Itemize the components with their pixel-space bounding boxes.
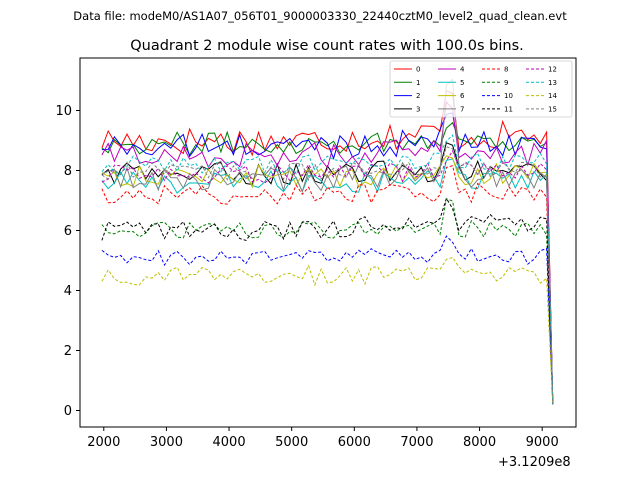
series-line-1 — [101, 121, 554, 405]
y-tick-label: 6 — [64, 224, 72, 239]
legend-label-0: 0 — [416, 66, 420, 74]
legend-label-7: 7 — [460, 105, 464, 113]
series-line-7 — [101, 78, 554, 405]
legend-label-5: 5 — [460, 79, 464, 87]
legend-label-13: 13 — [548, 79, 557, 87]
series-line-10 — [101, 235, 554, 405]
legend-label-11: 11 — [504, 105, 513, 113]
legend-label-6: 6 — [460, 92, 465, 100]
y-tick-label: 4 — [64, 284, 72, 299]
series-line-8 — [101, 165, 554, 405]
x-tick-label: 5000 — [275, 435, 308, 450]
legend-label-1: 1 — [416, 79, 420, 87]
y-tick-label: 2 — [64, 344, 72, 359]
x-tick-label: 2000 — [87, 435, 120, 450]
series-line-4 — [101, 100, 554, 405]
x-tick-label: 9000 — [526, 435, 559, 450]
series-line-13 — [101, 134, 554, 405]
legend-label-4: 4 — [460, 66, 465, 74]
x-tick-label: 7000 — [400, 435, 433, 450]
series-layer — [101, 78, 554, 405]
y-tick-label: 10 — [55, 104, 72, 119]
x-offset-label: +3.1209e8 — [498, 455, 571, 470]
suptitle: Data file: modeM0/AS1A07_056T01_90000033… — [73, 9, 567, 23]
chart-title: Quadrant 2 module wise count rates with … — [130, 38, 524, 54]
legend-label-10: 10 — [504, 92, 513, 100]
legend-box — [389, 60, 573, 118]
legend-label-3: 3 — [416, 105, 420, 113]
legend-label-14: 14 — [548, 92, 557, 100]
x-tick-label: 4000 — [213, 435, 246, 450]
series-line-9 — [101, 198, 554, 405]
series-line-2 — [101, 112, 554, 405]
x-axis: 2000 3000 4000 5000 6000 7000 8000 9000 — [87, 427, 559, 450]
legend-label-12: 12 — [548, 66, 557, 74]
series-line-6 — [101, 155, 554, 405]
y-tick-label: 8 — [64, 164, 72, 179]
legend-label-8: 8 — [504, 66, 508, 74]
legend-label-2: 2 — [416, 92, 420, 100]
y-tick-label: 0 — [64, 404, 72, 419]
series-line-5 — [101, 158, 554, 405]
x-tick-label: 8000 — [463, 435, 496, 450]
y-axis: 0 2 4 6 8 10 — [55, 104, 80, 419]
x-tick-label: 6000 — [338, 435, 371, 450]
series-line-14 — [101, 256, 554, 405]
plot-frame — [79, 57, 577, 428]
legend-label-15: 15 — [548, 105, 557, 113]
x-tick-label: 3000 — [150, 435, 183, 450]
series-line-11 — [101, 197, 554, 405]
series-line-15 — [101, 146, 554, 405]
legend-label-9: 9 — [504, 79, 508, 87]
